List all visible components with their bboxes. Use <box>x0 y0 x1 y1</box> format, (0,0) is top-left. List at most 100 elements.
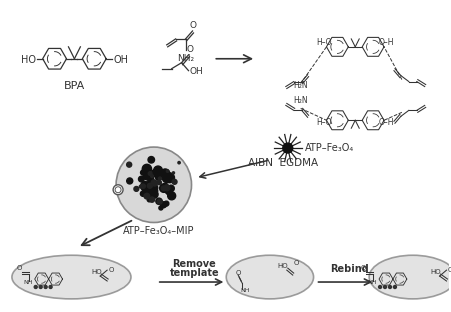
Text: O: O <box>186 45 193 54</box>
Circle shape <box>151 170 158 177</box>
Circle shape <box>167 185 174 192</box>
Circle shape <box>387 285 391 289</box>
Circle shape <box>147 183 152 188</box>
Circle shape <box>151 180 156 186</box>
Circle shape <box>147 157 154 163</box>
Circle shape <box>34 285 37 289</box>
Circle shape <box>144 185 149 190</box>
Circle shape <box>164 185 170 191</box>
Circle shape <box>282 143 292 153</box>
Circle shape <box>145 190 152 197</box>
FancyArrowPatch shape <box>318 279 370 285</box>
Text: Rebind: Rebind <box>329 264 368 274</box>
Circle shape <box>159 184 167 193</box>
Circle shape <box>143 170 150 178</box>
Circle shape <box>150 190 158 198</box>
Text: OH: OH <box>189 67 203 76</box>
Circle shape <box>153 166 162 175</box>
Circle shape <box>113 185 123 195</box>
Text: HO: HO <box>21 55 36 65</box>
Text: H₂N: H₂N <box>293 80 307 90</box>
Circle shape <box>150 184 157 192</box>
Circle shape <box>160 202 166 208</box>
Circle shape <box>147 181 152 187</box>
Circle shape <box>143 173 150 180</box>
Text: NH₂: NH₂ <box>177 54 193 63</box>
Circle shape <box>164 173 174 183</box>
Circle shape <box>166 170 168 172</box>
Circle shape <box>140 182 149 191</box>
Circle shape <box>147 197 151 202</box>
Circle shape <box>157 180 161 185</box>
Text: NH: NH <box>23 280 32 285</box>
Circle shape <box>139 185 142 188</box>
Text: O: O <box>235 270 240 276</box>
Ellipse shape <box>226 255 313 299</box>
Circle shape <box>142 186 148 192</box>
Text: HO: HO <box>91 269 101 275</box>
Text: H–O: H–O <box>316 118 331 127</box>
Circle shape <box>166 176 171 181</box>
Circle shape <box>146 187 153 193</box>
Circle shape <box>166 190 170 194</box>
Text: HO: HO <box>430 269 440 275</box>
Circle shape <box>143 184 149 190</box>
Circle shape <box>133 187 138 191</box>
FancyArrowPatch shape <box>199 161 267 178</box>
Circle shape <box>383 285 386 289</box>
Circle shape <box>166 177 171 182</box>
Circle shape <box>147 175 153 182</box>
Text: ATP–Fe₃O₄: ATP–Fe₃O₄ <box>304 143 353 153</box>
Text: AIBN  EGDMA: AIBN EGDMA <box>247 158 317 168</box>
Circle shape <box>164 201 169 206</box>
Circle shape <box>140 191 145 196</box>
Text: O: O <box>293 260 299 266</box>
Text: O: O <box>446 267 451 273</box>
Text: H₂N: H₂N <box>293 96 307 105</box>
Circle shape <box>143 166 150 173</box>
Text: O: O <box>189 21 196 30</box>
Circle shape <box>161 186 166 191</box>
Circle shape <box>155 174 161 180</box>
Circle shape <box>115 187 121 193</box>
Circle shape <box>392 285 396 289</box>
Ellipse shape <box>368 255 451 299</box>
Text: Remove: Remove <box>172 259 216 269</box>
Circle shape <box>172 172 174 174</box>
Circle shape <box>138 176 144 182</box>
Circle shape <box>172 179 177 184</box>
Text: O: O <box>16 265 22 271</box>
Text: O: O <box>360 265 365 271</box>
Circle shape <box>143 189 148 194</box>
Text: O–H: O–H <box>377 118 393 127</box>
Text: ATP–Fe₃O₄–MIP: ATP–Fe₃O₄–MIP <box>123 227 194 236</box>
FancyArrowPatch shape <box>159 279 221 285</box>
Text: NH: NH <box>239 288 249 293</box>
Circle shape <box>378 285 381 289</box>
Text: OH: OH <box>113 55 128 65</box>
Circle shape <box>166 188 171 194</box>
Circle shape <box>161 183 168 189</box>
Circle shape <box>148 172 152 175</box>
Circle shape <box>152 181 157 186</box>
Circle shape <box>162 175 170 183</box>
Circle shape <box>178 162 180 164</box>
Circle shape <box>39 285 42 289</box>
Circle shape <box>157 199 162 204</box>
FancyArrowPatch shape <box>216 55 251 63</box>
Text: H–O: H–O <box>316 38 331 47</box>
Circle shape <box>149 197 154 202</box>
Text: template: template <box>169 268 219 278</box>
Circle shape <box>142 164 151 173</box>
Circle shape <box>141 184 145 188</box>
Circle shape <box>126 162 131 167</box>
Circle shape <box>150 175 153 178</box>
Text: HO: HO <box>277 263 288 269</box>
Circle shape <box>159 206 162 210</box>
Circle shape <box>44 285 47 289</box>
Circle shape <box>150 187 157 195</box>
Text: O: O <box>108 267 113 273</box>
Circle shape <box>126 178 133 184</box>
Circle shape <box>140 170 145 175</box>
FancyArrowPatch shape <box>82 221 131 245</box>
